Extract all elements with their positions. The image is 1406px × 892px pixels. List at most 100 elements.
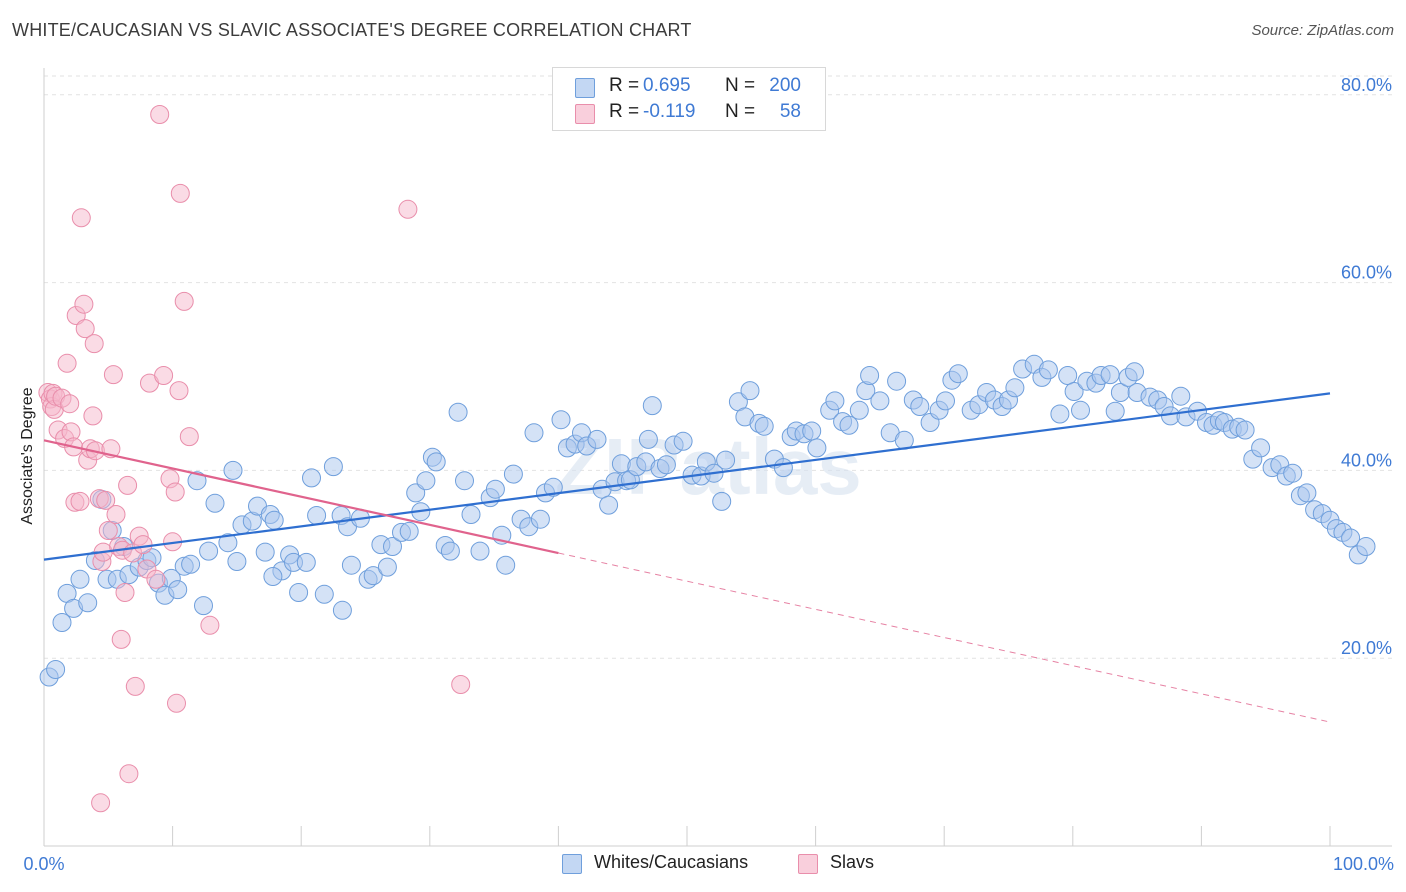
whites-trend-line — [43, 392, 1331, 561]
axes — [43, 68, 1392, 847]
whites-point — [223, 460, 243, 480]
bottom-legend-label: Slavs — [830, 852, 875, 872]
whites-point — [426, 452, 446, 472]
whites-point — [187, 471, 207, 491]
whites-point — [194, 596, 213, 616]
slavs-point — [83, 406, 103, 426]
slavs-point — [91, 793, 111, 813]
whites-point — [825, 391, 845, 411]
slavs-point — [179, 427, 199, 447]
whites-point — [524, 423, 544, 443]
slavs-point — [103, 365, 123, 385]
whites-point — [227, 552, 247, 571]
whites-point — [1356, 537, 1376, 556]
slavs-point — [115, 583, 135, 602]
whites-point — [1071, 400, 1090, 420]
slavs-point — [451, 675, 471, 694]
whites-point — [1283, 463, 1303, 483]
trend-lines — [43, 392, 1331, 723]
whites-point — [448, 402, 468, 422]
chart-title: WHITE/CAUCASIAN VS SLAVIC ASSOCIATE'S DE… — [12, 20, 692, 40]
whites-point — [1105, 401, 1125, 421]
whites-point — [543, 477, 563, 497]
whites-point — [263, 567, 283, 586]
whites-point — [78, 593, 98, 613]
whites-point — [1058, 366, 1078, 385]
legend-n-value: 200 — [769, 75, 801, 96]
whites-point — [673, 431, 693, 451]
slavs-points — [38, 105, 471, 813]
whites-point — [1297, 483, 1317, 503]
y-tick-label: 60.0% — [1341, 263, 1392, 283]
whites-point — [642, 396, 662, 416]
whites-point — [323, 457, 343, 477]
slavs-point — [98, 521, 118, 540]
whites-point — [1235, 420, 1255, 440]
slavs-point — [111, 629, 131, 649]
slavs-point — [150, 105, 170, 124]
slavs-point — [125, 676, 145, 696]
whites-point — [46, 660, 66, 679]
whites-point — [461, 505, 481, 524]
legend-swatch-blue — [575, 78, 595, 98]
whites-point — [1005, 378, 1025, 398]
whites-point — [802, 421, 822, 441]
slavs-point — [84, 334, 104, 354]
slavs-point — [170, 183, 190, 203]
whites-point — [341, 555, 361, 575]
whites-point — [199, 541, 219, 561]
slavs-point — [96, 490, 116, 510]
whites-point — [503, 464, 523, 484]
whites-point — [377, 557, 397, 577]
slavs-point — [60, 394, 80, 414]
slavs-point — [154, 366, 174, 385]
bottom-legend-label: Whites/Caucasians — [594, 852, 749, 872]
legend-r-value: 0.695 — [643, 75, 691, 96]
whites-point — [1100, 365, 1120, 385]
slavs-point — [57, 353, 77, 373]
whites-point — [599, 495, 619, 515]
slavs-trend-extension — [558, 552, 1331, 723]
bottom-legend-swatch-blue — [562, 854, 582, 874]
source-label: Source: ZipAtlas.com — [1251, 22, 1394, 39]
whites-point — [849, 400, 869, 420]
whites-point — [314, 584, 334, 604]
whites-point — [712, 491, 732, 511]
grid-lines — [44, 75, 1392, 659]
whites-point — [1050, 404, 1070, 424]
whites-point — [168, 580, 188, 600]
whites-point — [383, 537, 402, 556]
legend-r-label: R = — [609, 101, 640, 122]
whites-point — [530, 509, 550, 529]
whites-point — [948, 364, 968, 384]
whites-point — [416, 471, 436, 491]
whites-point — [887, 371, 907, 391]
slavs-point — [74, 294, 94, 314]
whites-point — [1171, 386, 1191, 406]
legend-n-label: N = — [725, 101, 756, 122]
slavs-point — [200, 615, 220, 635]
whites-point — [611, 454, 631, 474]
whites-point — [296, 552, 316, 572]
y-tick-label: 20.0% — [1341, 638, 1392, 658]
whites-point — [255, 542, 275, 562]
whites-points — [39, 354, 1376, 687]
whites-point — [52, 613, 72, 632]
tick-labels: 20.0% 40.0% 60.0% 80.0% 0.0% 100.0% — [23, 75, 1394, 874]
whites-point — [485, 479, 505, 499]
x-tick-label-max: 100.0% — [1333, 854, 1394, 874]
slavs-point — [146, 569, 166, 589]
whites-point — [363, 566, 383, 586]
slavs-point — [167, 693, 186, 713]
legend-r-label: R = — [609, 75, 640, 96]
y-tick-label: 40.0% — [1341, 450, 1392, 470]
y-tick-label: 80.0% — [1341, 75, 1392, 95]
whites-point — [1341, 528, 1361, 548]
whites-point — [740, 381, 760, 401]
whites-point — [302, 468, 321, 488]
whites-point — [656, 455, 676, 475]
whites-point — [332, 600, 352, 620]
whites-point — [399, 521, 419, 541]
slavs-point — [169, 381, 189, 401]
whites-point — [470, 541, 490, 561]
